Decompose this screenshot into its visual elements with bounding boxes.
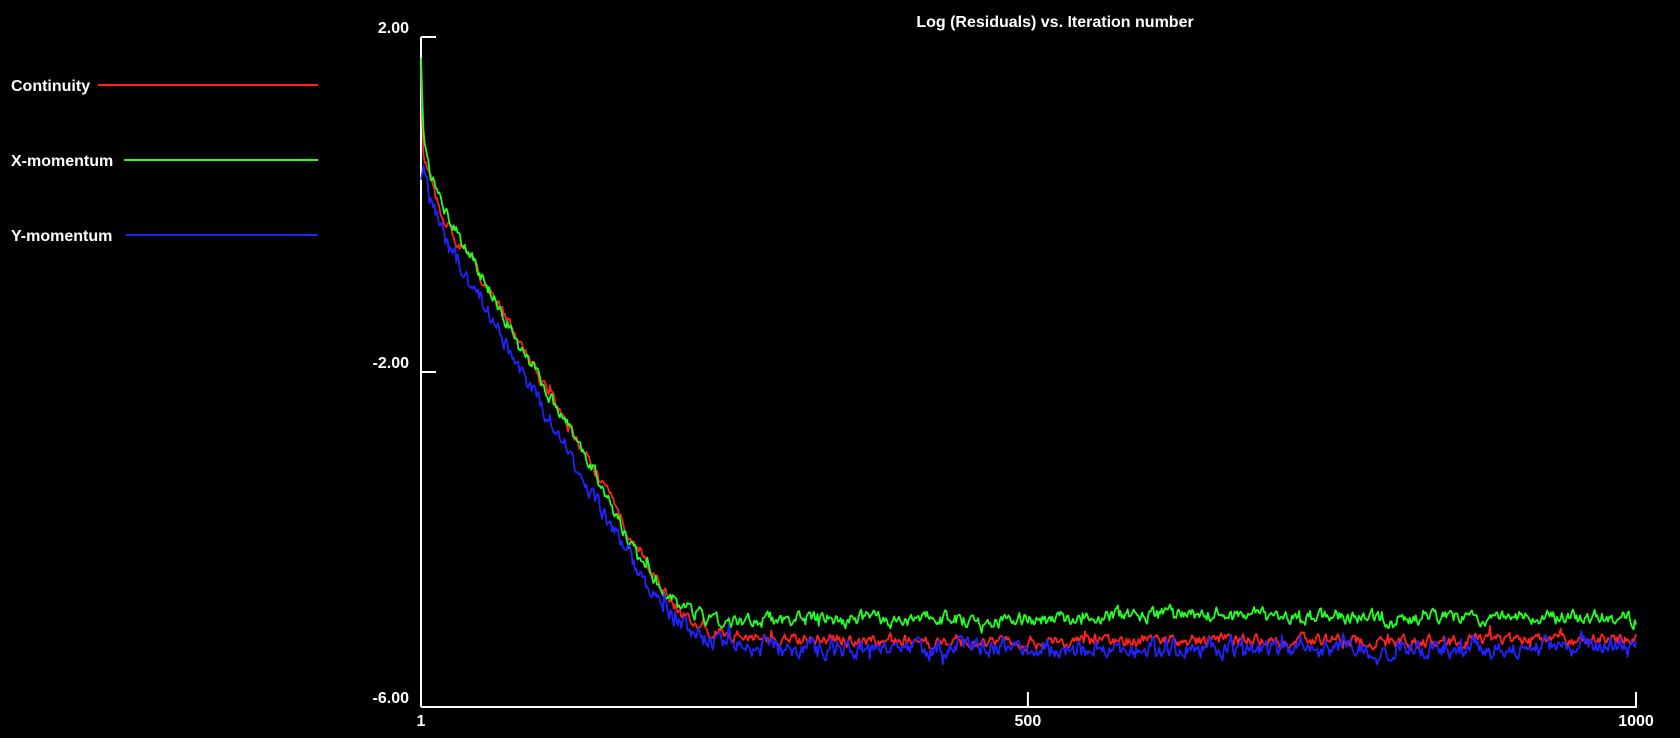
y-ticks: 2.00 -2.00 -6.00	[373, 20, 436, 708]
legend-label: Y-momentum	[11, 228, 112, 245]
legend-label: X-momentum	[11, 153, 113, 170]
series-line-x-momentum	[420, 57, 1637, 634]
x-tick-label: 1000	[1618, 713, 1654, 730]
series-lines	[420, 57, 1637, 666]
chart-title: Log (Residuals) vs. Iteration number	[916, 14, 1193, 31]
x-tick-label: 1	[417, 713, 426, 730]
y-tick-label: 2.00	[378, 20, 409, 37]
y-tick-label: -6.00	[373, 690, 410, 707]
x-tick-label: 500	[1015, 713, 1042, 730]
y-tick-label: -2.00	[373, 355, 410, 372]
series-line-continuity	[420, 67, 1637, 653]
legend: Continuity X-momentum Y-momentum	[11, 78, 318, 245]
series-line-y-momentum	[420, 164, 1637, 666]
x-ticks: 1 500 1000	[417, 692, 1654, 730]
legend-label: Continuity	[11, 78, 90, 95]
